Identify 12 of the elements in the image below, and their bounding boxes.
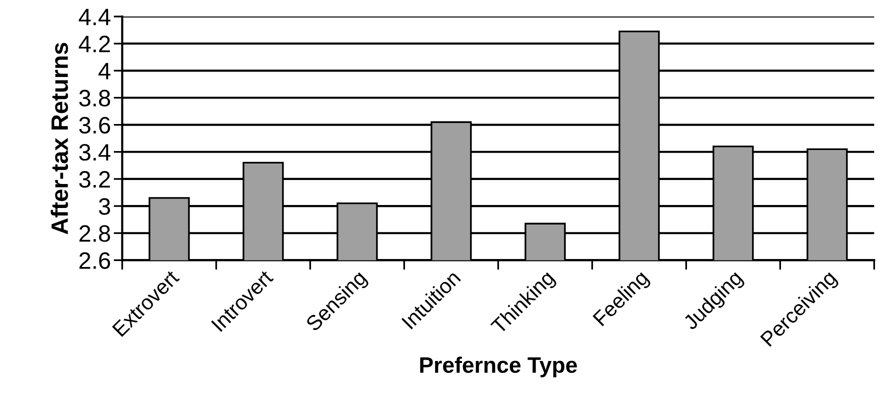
y-tick-label: 4.2	[78, 36, 110, 52]
y-tick-label: 3.2	[79, 171, 110, 188]
y-tick-label: 2.6	[79, 252, 110, 269]
y-axis-title: After-tax Returns	[50, 42, 68, 234]
y-tick-label: 3	[98, 198, 110, 215]
x-axis-title: Prefernce Type	[420, 356, 577, 378]
y-tick-label: 3.6	[79, 116, 110, 134]
y-tick-label: 3.4	[79, 144, 110, 161]
y-tick-label: 3.8	[79, 90, 110, 107]
y-tick-label: 4	[98, 62, 110, 80]
y-tick-label: 4.4	[78, 8, 110, 26]
y-tick-label: 2.8	[79, 225, 110, 242]
